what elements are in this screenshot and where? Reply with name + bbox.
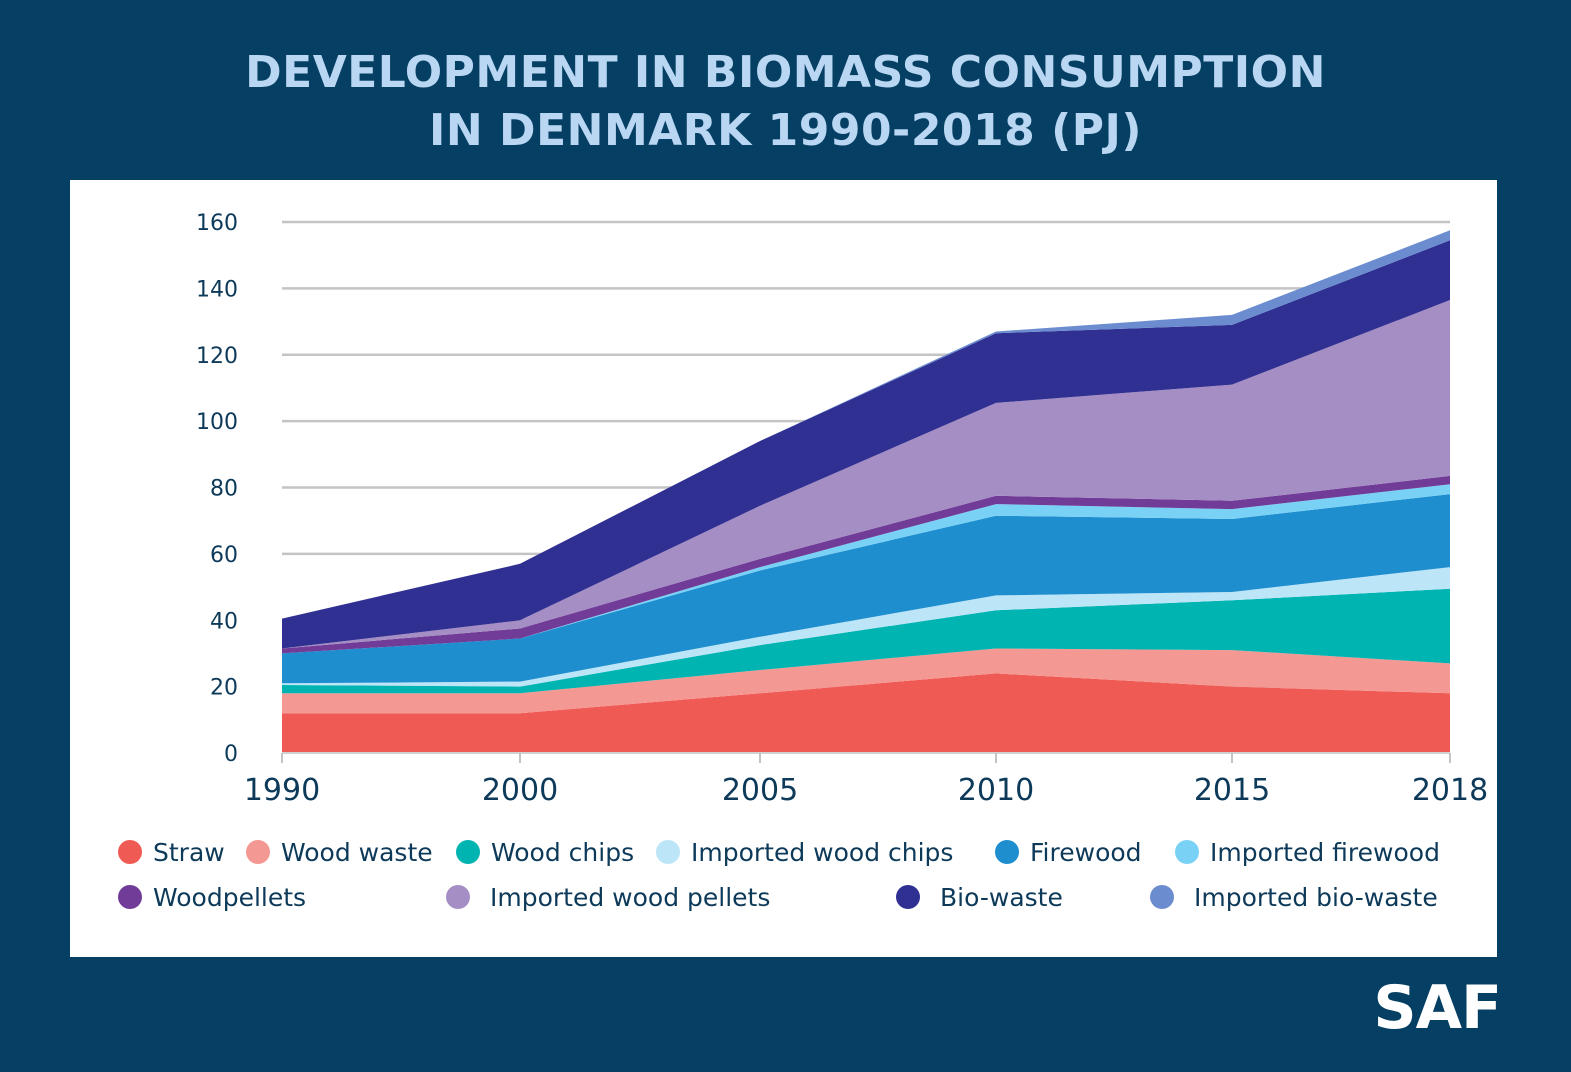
y-tick-label: 160 — [196, 211, 238, 236]
legend-item-firewood: Firewood — [995, 837, 1142, 867]
area-imported-wood-chips — [282, 567, 1450, 687]
legend-swatch — [118, 885, 142, 909]
legend-item-straw: Straw — [118, 837, 225, 867]
saf-logo: SAF — [1373, 973, 1502, 1043]
x-tick-label: 2015 — [1194, 773, 1270, 808]
x-tick-label: 2005 — [722, 773, 798, 808]
legend-label: Imported firewood — [1210, 837, 1440, 867]
y-tick-label: 120 — [196, 344, 238, 369]
legend-label: Firewood — [1030, 837, 1142, 867]
chart-panel: 0 20 40 60 80 100 120 140 160 1990 2000 2005 2010 201… — [70, 180, 1497, 957]
axes: 0 20 40 60 80 100 120 140 160 1990 2000 2005 2010 201… — [196, 211, 1488, 808]
legend-item-imported-bio-waste: Imported bio-waste — [1150, 882, 1438, 912]
legend-label: Wood chips — [491, 837, 635, 867]
legend-label: Straw — [153, 837, 225, 867]
y-tick-label: 20 — [210, 676, 238, 701]
legend-swatch — [995, 840, 1019, 864]
legend-label: Woodpellets — [153, 882, 307, 912]
legend-swatch — [456, 840, 480, 864]
area-straw — [282, 673, 1450, 753]
x-tick-label: 2010 — [958, 773, 1034, 808]
legend-swatch — [1150, 885, 1174, 909]
chart-title-line-2: IN DENMARK 1990-2018 (PJ) — [429, 105, 1142, 156]
area-woodpellets — [282, 475, 1450, 654]
area-firewood — [282, 494, 1450, 684]
legend-swatch — [446, 885, 470, 909]
y-tick-label: 40 — [210, 609, 238, 634]
x-tick-label: 2000 — [482, 773, 558, 808]
legend-label: Imported wood pellets — [490, 882, 771, 912]
legend-item-imported-wood-chips: Imported wood chips — [656, 837, 953, 867]
chart-title-line-1: DEVELOPMENT IN BIOMASS CONSUMPTION — [245, 47, 1326, 98]
y-tick-label: 140 — [196, 277, 238, 302]
legend-item-wood-chips: Wood chips — [456, 837, 634, 867]
legend-item-imported-firewood: Imported firewood — [1175, 837, 1440, 867]
legend-item-woodpellets: Woodpellets — [118, 882, 306, 912]
legend-swatch — [656, 840, 680, 864]
area-imported-firewood — [282, 484, 1450, 654]
legend-label: Imported wood chips — [691, 837, 954, 867]
legend-label: Wood waste — [281, 837, 433, 867]
legend-swatch — [1175, 840, 1199, 864]
area-series — [282, 230, 1450, 753]
y-tick-label: 60 — [210, 543, 238, 568]
legend-swatch — [118, 840, 142, 864]
area-imported-wood-pellets — [282, 300, 1450, 649]
x-tick-label: 1990 — [244, 773, 320, 808]
legend-item-imported-wood-pellets: Imported wood pellets — [446, 882, 770, 912]
x-tick-label: 2018 — [1412, 773, 1488, 808]
legend-swatch — [896, 885, 920, 909]
y-tick-label: 100 — [196, 410, 238, 435]
area-imported-bio-waste — [282, 230, 1450, 619]
area-wood-waste — [282, 648, 1450, 714]
legend-swatch — [246, 840, 270, 864]
y-tick-label: 0 — [224, 742, 238, 767]
stacked-area-chart: 0 20 40 60 80 100 120 140 160 1990 2000 2005 2010 201… — [196, 211, 1488, 808]
legend-label: Bio-waste — [940, 882, 1063, 912]
legend-item-wood-waste: Wood waste — [246, 837, 433, 867]
area-bio-waste — [282, 240, 1450, 649]
y-tick-label: 80 — [210, 477, 238, 502]
legend-item-bio-waste: Bio-waste — [896, 882, 1063, 912]
legend-label: Imported bio-waste — [1194, 882, 1438, 912]
area-wood-chips — [282, 588, 1450, 694]
